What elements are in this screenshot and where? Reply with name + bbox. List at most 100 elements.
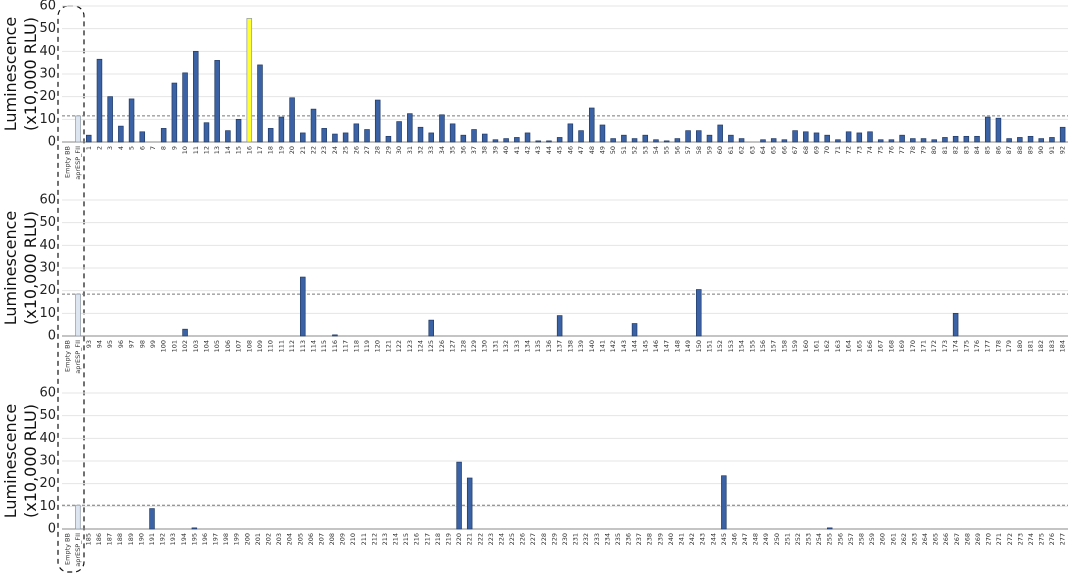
x-tick-label: 131 xyxy=(491,340,499,352)
x-tick-label: 233 xyxy=(593,533,601,545)
bar xyxy=(193,50,199,143)
x-tick-label: 110 xyxy=(267,340,275,352)
bar xyxy=(139,131,146,143)
bar xyxy=(449,123,456,143)
x-tick-label: 10 xyxy=(181,146,189,154)
bar xyxy=(696,130,702,143)
x-tick-label: 68 xyxy=(802,146,810,154)
x-tick-label: 145 xyxy=(641,340,649,352)
x-tick-label: 190 xyxy=(137,533,145,545)
x-tick-label: 62 xyxy=(738,146,746,154)
x-tick-label: 72 xyxy=(845,146,853,154)
bar xyxy=(182,328,188,337)
x-tick-label: 30 xyxy=(395,146,403,154)
x-tick-label: 118 xyxy=(352,340,360,352)
x-tick-label: 123 xyxy=(406,340,414,352)
x-tick-label: 14 xyxy=(224,146,232,154)
x-tick-label: 244 xyxy=(709,533,717,545)
x-tick-label: 143 xyxy=(620,340,628,352)
x-tick-label: 105 xyxy=(213,340,221,352)
x-tick-label: 273 xyxy=(1016,533,1024,545)
bar xyxy=(503,138,509,143)
x-tick-label: 261 xyxy=(889,533,897,545)
x-tick-label: 82 xyxy=(952,146,960,154)
x-tick-label: 64 xyxy=(759,146,767,154)
x-tick-label: 200 xyxy=(243,533,251,545)
bar xyxy=(75,115,81,143)
x-tick-label: 73 xyxy=(855,146,863,154)
bar xyxy=(75,504,81,530)
x-tick-label: 113 xyxy=(299,340,307,352)
x-tick-label: 78 xyxy=(909,146,917,154)
x-tick-label: 222 xyxy=(476,533,484,545)
bar xyxy=(353,123,360,143)
x-tick-label: 252 xyxy=(794,533,802,545)
x-tick-label: 9 xyxy=(170,146,178,150)
x-tick-label: 23 xyxy=(320,146,328,154)
x-tick-label: 63 xyxy=(748,146,756,154)
x-tick-label: 128 xyxy=(459,340,467,352)
x-tick-label: 237 xyxy=(635,533,643,545)
x-tick-label: 217 xyxy=(423,533,431,545)
x-tick-label: 212 xyxy=(370,533,378,545)
x-tick-label: 61 xyxy=(727,146,735,154)
x-tick-label: 185 xyxy=(84,533,92,545)
y-tick-label: 60 xyxy=(39,0,56,14)
x-tick-label: 191 xyxy=(148,533,156,545)
bar xyxy=(1049,137,1055,143)
x-tick-label: 189 xyxy=(127,533,135,545)
x-tick-label: aprESP_FII xyxy=(74,340,82,374)
x-tick-label: 97 xyxy=(128,340,136,348)
x-tick-label: 179 xyxy=(1005,340,1013,352)
bar xyxy=(952,312,959,337)
x-tick-label: 168 xyxy=(887,340,895,352)
x-tick-label: 271 xyxy=(995,533,1003,545)
x-tick-label: 138 xyxy=(566,340,574,352)
bar xyxy=(374,99,381,143)
x-tick-label: 137 xyxy=(556,340,564,352)
x-tick-label: 122 xyxy=(395,340,403,352)
x-tick-label: 42 xyxy=(524,146,532,154)
x-tick-label: 69 xyxy=(813,146,821,154)
x-tick-label: 83 xyxy=(962,146,970,154)
x-tick-label: 182 xyxy=(1037,340,1045,352)
bar xyxy=(827,527,833,530)
bar xyxy=(867,131,873,143)
x-tick-label: 22 xyxy=(310,146,318,154)
x-tick-label: 241 xyxy=(677,533,685,545)
x-tick-label: 251 xyxy=(783,533,791,545)
bar xyxy=(332,334,338,337)
bar xyxy=(107,96,113,143)
bar xyxy=(995,117,1002,143)
x-tick-label: 40 xyxy=(502,146,510,154)
x-tick-label: 103 xyxy=(192,340,200,352)
y-tick-label: 40 xyxy=(39,431,56,446)
bar xyxy=(931,139,937,143)
x-tick-label: 125 xyxy=(427,340,435,352)
bar xyxy=(1017,137,1023,143)
x-tick-label: 89 xyxy=(1027,146,1035,154)
x-tick-label: 45 xyxy=(556,146,564,154)
bar xyxy=(428,319,434,337)
bar xyxy=(642,134,649,143)
x-tick-label: 26 xyxy=(352,146,360,154)
x-tick-label: 232 xyxy=(582,533,590,545)
x-tick-label: 265 xyxy=(932,533,940,545)
x-tick-label: 164 xyxy=(845,340,853,352)
x-tick-label: 66 xyxy=(780,146,788,154)
x-tick-label: 127 xyxy=(449,340,457,352)
bar xyxy=(984,116,991,143)
x-tick-label: 221 xyxy=(466,533,474,545)
x-tick-label: 186 xyxy=(95,533,103,545)
x-tick-label: 267 xyxy=(953,533,961,545)
y-tick-label: 0 xyxy=(48,135,56,150)
bar xyxy=(781,139,788,143)
y-axis-label: (x10,000 RLU) xyxy=(21,17,40,131)
x-tick-label: 59 xyxy=(705,146,713,154)
x-tick-label: 192 xyxy=(159,533,167,545)
y-axis-label: (x10,000 RLU) xyxy=(21,404,40,518)
x-tick-label: Empty BB xyxy=(63,146,71,178)
x-tick-label: 34 xyxy=(438,146,446,154)
x-tick-label: 5 xyxy=(128,146,136,150)
